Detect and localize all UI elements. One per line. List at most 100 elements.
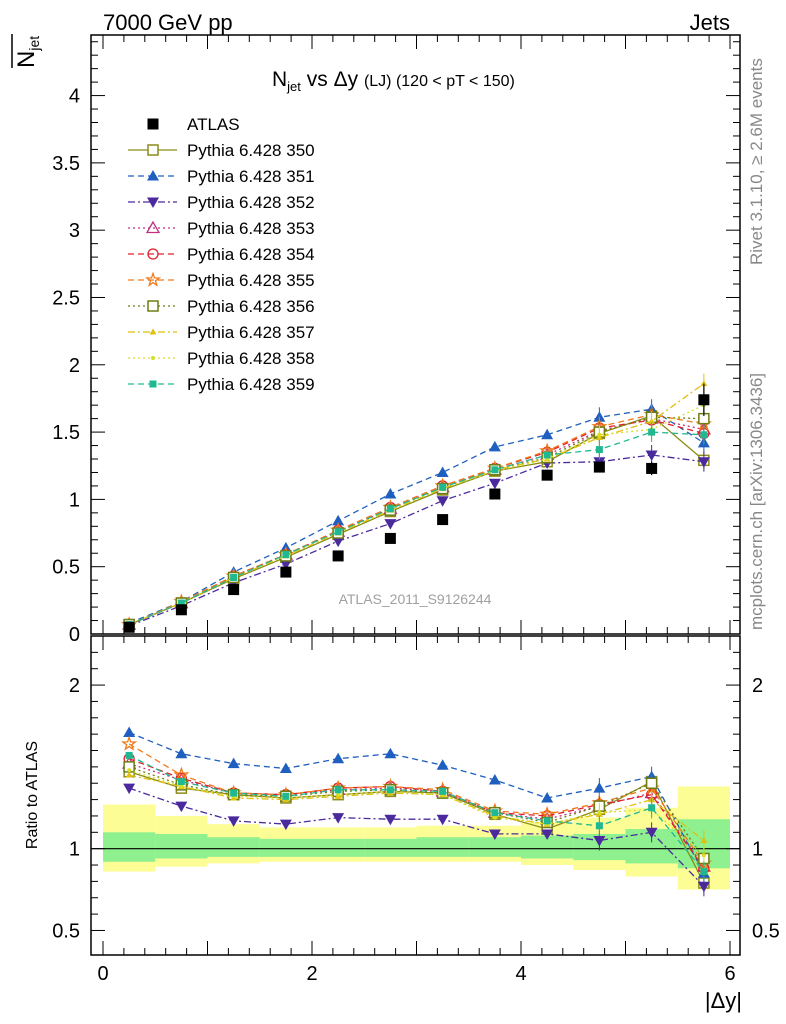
- series-point: [282, 551, 290, 559]
- ratio-y-tick-label-right: 0.5: [752, 920, 780, 942]
- ratio-point: [645, 777, 658, 789]
- atlas-data: [123, 383, 710, 633]
- ratio-point: [123, 783, 136, 795]
- ratio-point: [334, 786, 342, 794]
- ratio-point: [125, 751, 133, 759]
- legend-entry: Pythia 6.428 354: [128, 245, 315, 264]
- legend-entry: Pythia 6.428 352: [128, 193, 315, 212]
- legend-entry: Pythia 6.428 357: [128, 323, 315, 342]
- analysis-watermark: ATLAS_2011_S9126244: [339, 591, 492, 607]
- atlas-point: [175, 604, 187, 616]
- legend: ATLAS Pythia 6.428 350 Pythia 6.428 351 Pyt…: [128, 115, 315, 394]
- y-axis-title-main: N: [13, 51, 40, 68]
- ratio-point: [697, 881, 710, 893]
- upper-y-tick-label: 0: [69, 624, 80, 646]
- ratio-point: [173, 766, 190, 782]
- y-axis-title: Njet: [11, 34, 42, 68]
- legend-entry: Pythia 6.428 351: [128, 167, 315, 186]
- atlas-point: [437, 514, 449, 526]
- ratio-point: [279, 819, 292, 831]
- series-point: [230, 573, 238, 581]
- upper-y-tick-label: 4: [69, 86, 80, 108]
- upper-y-tick-label: 2: [69, 355, 80, 377]
- atlas-point: [541, 469, 553, 481]
- atlas-point: [280, 566, 292, 578]
- ratio-point: [279, 762, 292, 774]
- uncertainty-band-inner: [155, 833, 208, 859]
- ratio-point: [593, 782, 606, 793]
- ratio-y-tick-label-left: 2: [69, 675, 80, 697]
- series-point: [488, 478, 501, 490]
- upper-frame: [90, 34, 741, 635]
- upper-y-tick-label: 1.5: [52, 422, 80, 444]
- ratio-y-tick-label-left: 1: [69, 839, 80, 861]
- ratio-series-359: [125, 751, 708, 882]
- series-point: [177, 599, 185, 607]
- ratio-point: [282, 792, 290, 800]
- ratio-point: [175, 801, 188, 813]
- legend-entry: Pythia 6.428 359: [128, 375, 315, 394]
- series-point: [332, 514, 345, 526]
- ratio-point: [595, 822, 603, 830]
- ratio-point: [648, 804, 656, 812]
- ratio-y-axis-title: Ratio to ATLAS: [24, 741, 41, 849]
- ratio-point: [384, 814, 397, 826]
- series-point: [593, 411, 606, 422]
- legend-marker: [144, 271, 162, 287]
- legend-marker: [145, 220, 161, 234]
- series-point: [334, 528, 342, 536]
- atlas-point: [698, 394, 710, 406]
- ratio-point: [701, 853, 706, 858]
- atlas-point: [489, 488, 501, 500]
- uncertainty-band-inner: [259, 838, 312, 857]
- upper-y-tick-label: 3: [69, 220, 80, 242]
- ratio-point: [336, 792, 341, 797]
- ratio-point: [175, 747, 188, 759]
- series-point: [436, 466, 449, 477]
- legend-label: Pythia 6.428 351: [187, 167, 315, 186]
- series-point: [697, 457, 710, 468]
- ratio-point: [123, 726, 136, 738]
- legend-label-atlas: ATLAS: [187, 115, 240, 134]
- ratio-frame: [90, 635, 741, 956]
- legend-marker: [147, 197, 159, 208]
- ratio-point: [541, 791, 554, 803]
- title-lj: (LJ): [364, 73, 392, 90]
- uncertainty-band-inner: [468, 837, 521, 857]
- ratio-point: [700, 836, 708, 843]
- atlas-point: [593, 461, 605, 473]
- x-tick-label: 2: [306, 963, 317, 985]
- header-process: Jets: [690, 10, 730, 35]
- legend-entry: Pythia 6.428 355: [128, 271, 315, 290]
- ratio-point: [541, 829, 554, 840]
- series-point: [595, 446, 603, 454]
- atlas-point: [228, 584, 240, 596]
- ratio-point: [227, 816, 240, 827]
- ratio-point: [645, 827, 658, 839]
- atlas-point: [384, 532, 396, 544]
- ratio-point: [177, 778, 185, 786]
- series-point: [488, 440, 501, 452]
- title-range: (120 < pT < 150): [392, 73, 515, 90]
- series-point: [597, 432, 602, 437]
- series-point: [543, 451, 551, 459]
- ratio-y-tick-label-left: 0.5: [52, 920, 80, 942]
- legend-label: Pythia 6.428 354: [187, 245, 315, 264]
- ratio-point: [386, 786, 394, 794]
- legend-marker: [147, 248, 159, 260]
- ratio-point: [700, 868, 708, 876]
- legend-label: Pythia 6.428 353: [187, 219, 315, 238]
- series-point: [541, 428, 554, 440]
- legend-entry: Pythia 6.428 356: [128, 297, 315, 316]
- legend-marker: [149, 380, 157, 388]
- legend-entry: Pythia 6.428 358: [128, 349, 315, 368]
- legend-label: Pythia 6.428 359: [187, 375, 315, 394]
- legend-atlas-marker: [147, 118, 159, 130]
- ratio-y-tick-label-right: 2: [752, 675, 763, 697]
- uncertainty-band-inner: [521, 835, 574, 859]
- ratio-point: [492, 815, 497, 820]
- plot-title: Njet vs Δy (LJ) (120 < pT < 150): [272, 68, 515, 94]
- ratio-point: [439, 787, 447, 795]
- ratio-y-tick-label-right: 1: [752, 839, 763, 861]
- legend-marker: [147, 300, 159, 312]
